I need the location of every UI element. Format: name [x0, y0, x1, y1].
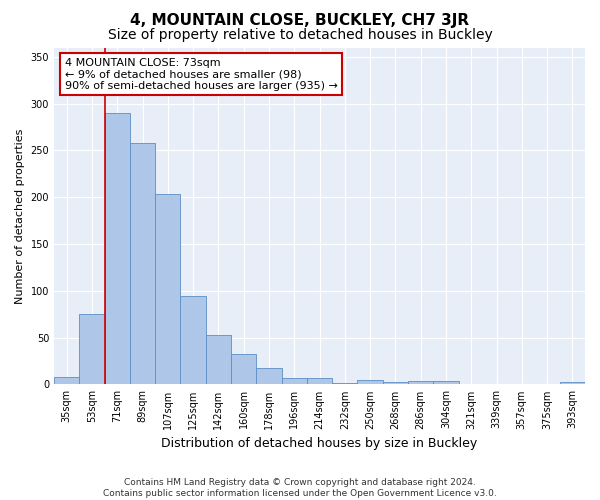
Y-axis label: Number of detached properties: Number of detached properties — [15, 128, 25, 304]
Bar — [307, 378, 332, 384]
Bar — [206, 335, 231, 384]
Bar — [155, 194, 181, 384]
X-axis label: Distribution of detached houses by size in Buckley: Distribution of detached houses by size … — [161, 437, 478, 450]
Bar — [281, 378, 307, 384]
Bar — [54, 377, 79, 384]
Bar — [408, 380, 433, 384]
Bar — [358, 380, 383, 384]
Bar — [104, 113, 130, 384]
Text: Contains HM Land Registry data © Crown copyright and database right 2024.
Contai: Contains HM Land Registry data © Crown c… — [103, 478, 497, 498]
Bar — [130, 143, 155, 384]
Bar — [181, 296, 206, 384]
Bar — [79, 314, 104, 384]
Bar — [433, 380, 458, 384]
Bar — [231, 354, 256, 384]
Bar — [383, 382, 408, 384]
Text: Size of property relative to detached houses in Buckley: Size of property relative to detached ho… — [107, 28, 493, 42]
Bar — [560, 382, 585, 384]
Text: 4 MOUNTAIN CLOSE: 73sqm
← 9% of detached houses are smaller (98)
90% of semi-det: 4 MOUNTAIN CLOSE: 73sqm ← 9% of detached… — [65, 58, 338, 91]
Bar — [256, 368, 281, 384]
Text: 4, MOUNTAIN CLOSE, BUCKLEY, CH7 3JR: 4, MOUNTAIN CLOSE, BUCKLEY, CH7 3JR — [130, 12, 470, 28]
